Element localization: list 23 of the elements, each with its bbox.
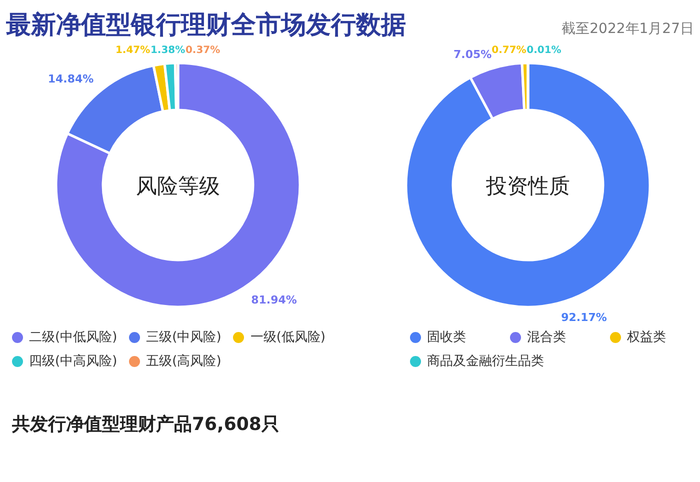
data-label: 1.47% (115, 45, 150, 56)
data-label: 92.17% (561, 310, 607, 324)
chart-subtitle: 截至2022年1月27日 (562, 21, 694, 37)
legend-label: 三级(中风险) (146, 329, 222, 346)
data-label: 14.84% (48, 72, 94, 86)
legend-label: 四级(中高风险) (29, 353, 118, 370)
text: 投资性质 (485, 174, 570, 198)
legend-label: 混合类 (527, 329, 566, 346)
data-label: 81.94% (251, 294, 297, 307)
data-label: 1.38% (150, 45, 186, 56)
text: 共发行净值型理财产品76,608只 (11, 414, 280, 435)
data-label: 0.37% (185, 45, 220, 56)
data-label: 0.77% (492, 45, 526, 56)
legend-label: 权益类 (627, 329, 666, 346)
data-label: 7.05% (453, 48, 492, 61)
data-label: 0.01% (526, 45, 562, 56)
text: 风险等级 (136, 174, 220, 198)
legend-label: 二级(中低风险) (29, 329, 118, 346)
legend-label: 五级(高风险) (146, 353, 222, 370)
legend-label: 一级(低风险) (250, 329, 326, 346)
chart-title: 最新净值型银行理财全市场发行数据 (5, 10, 406, 39)
legend-label: 固收类 (427, 329, 466, 346)
legend-label: 商品及金融衍生品类 (427, 353, 544, 370)
